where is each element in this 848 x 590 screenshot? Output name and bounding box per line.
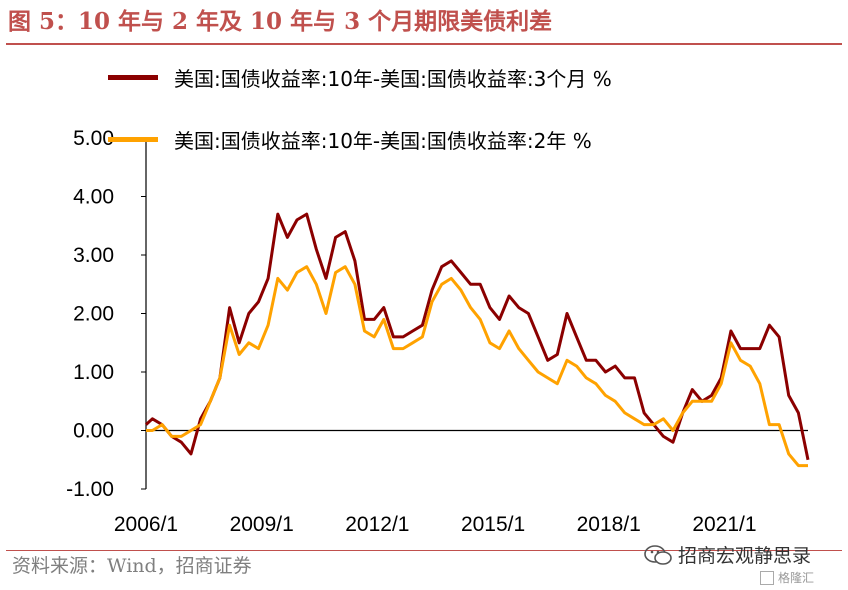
y-tick-label: 3.00 <box>73 244 114 267</box>
legend-label-3m-spread: 美国:国债收益率:10年-美国:国债收益率:3个月 % <box>174 66 612 91</box>
y-tick-label: 1.00 <box>73 361 114 384</box>
y-tick-label: 5.00 <box>73 127 114 150</box>
watermark-text: 招商宏观静思录 <box>678 545 812 567</box>
legend-swatch-3m-spread <box>108 74 158 80</box>
x-tick-label: 2018/1 <box>577 513 641 536</box>
legend-label-2y-spread: 美国:国债收益率:10年-美国:国债收益率:2年 % <box>174 128 592 153</box>
x-tick-label: 2015/1 <box>461 513 525 536</box>
footer-divider <box>6 550 842 551</box>
publisher-logo: 格隆汇 <box>760 569 814 586</box>
watermark: 招商宏观静思录 <box>644 541 811 568</box>
series-line-3m-spread <box>144 212 810 461</box>
wechat-icon <box>644 544 672 565</box>
x-tick-label: 2012/1 <box>345 513 409 536</box>
legend-item-2y-spread: 美国:国债收益率:10年-美国:国债收益率:2年 % <box>108 124 612 154</box>
figure-title: 图 5：10 年与 2 年及 10 年与 3 个月期限美债利差 <box>8 8 553 35</box>
y-tick-label: 4.00 <box>73 186 114 209</box>
legend-item-3m-spread: 美国:国债收益率:10年-美国:国债收益率:3个月 % <box>108 62 612 92</box>
x-tick-label: 2006/1 <box>114 513 178 536</box>
logo-icon <box>760 570 774 585</box>
x-tick-label: 2009/1 <box>230 513 294 536</box>
y-tick-label: 2.00 <box>73 303 114 326</box>
y-tick-label: 0.00 <box>73 420 114 443</box>
chart-legend: 美国:国债收益率:10年-美国:国债收益率:3个月 % 美国:国债收益率:10年… <box>108 62 612 186</box>
source-note: 资料来源：Wind，招商证券 <box>12 555 252 577</box>
series-line-2y-spread <box>146 265 808 468</box>
legend-swatch-2y-spread <box>108 136 158 142</box>
logo-text: 格隆汇 <box>778 571 815 585</box>
x-tick-label: 2021/1 <box>692 513 756 536</box>
y-tick-label: -1.00 <box>66 478 114 501</box>
title-divider <box>6 43 842 45</box>
